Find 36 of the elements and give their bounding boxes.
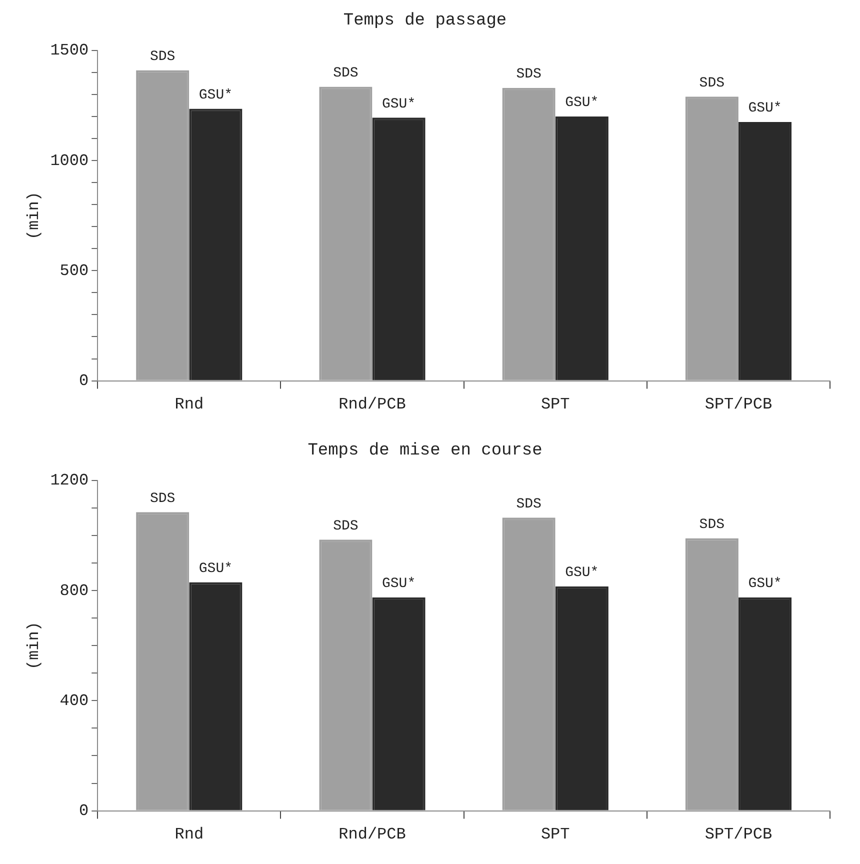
x-tick-label: Rnd/PCB bbox=[338, 396, 406, 414]
text: SDS bbox=[150, 48, 176, 65]
x-tick-label: Rnd bbox=[174, 826, 204, 844]
text: GSU* bbox=[565, 565, 599, 582]
x-tick-label: Rnd/PCB bbox=[338, 826, 406, 844]
chart-title: Temps de passage bbox=[343, 12, 507, 31]
x-tick-label: SPT bbox=[540, 396, 570, 414]
y-tick-label: 1000 bbox=[50, 152, 89, 170]
text: SDS bbox=[150, 490, 176, 507]
text: GSU* bbox=[748, 576, 782, 592]
text: SDS bbox=[699, 75, 725, 92]
text: GSU* bbox=[565, 95, 599, 112]
series-label: SDS bbox=[516, 66, 542, 83]
x-tick-label: Rnd bbox=[174, 396, 204, 414]
y-tick-label: 800 bbox=[60, 582, 89, 600]
x-tick-label: SPT bbox=[540, 826, 570, 844]
series-label: GSU* bbox=[198, 87, 233, 104]
y-tick-label: 0 bbox=[78, 802, 89, 820]
text: SDS bbox=[333, 65, 358, 82]
chart-title: Temps de mise en course bbox=[308, 442, 542, 461]
text: SDS bbox=[516, 496, 542, 512]
x-tick-label: SPT/PCB bbox=[704, 826, 772, 844]
y-tick-label: 500 bbox=[60, 262, 89, 280]
x-tick-label: SPT/PCB bbox=[704, 396, 772, 414]
text: GSU* bbox=[198, 560, 233, 577]
series-label: GSU* bbox=[382, 576, 416, 592]
text: GSU* bbox=[748, 100, 782, 117]
y-tick-label: 400 bbox=[60, 692, 89, 710]
y-axis-title: (min) bbox=[24, 192, 43, 240]
y-tick-label: 1500 bbox=[50, 42, 89, 60]
y-axis-title: (min) bbox=[24, 622, 43, 670]
series-label: SDS bbox=[333, 518, 358, 534]
text: SDS bbox=[699, 516, 725, 533]
y-tick-label: 0 bbox=[78, 372, 89, 390]
y-tick-label: 1200 bbox=[50, 472, 89, 490]
text: GSU* bbox=[382, 96, 416, 112]
